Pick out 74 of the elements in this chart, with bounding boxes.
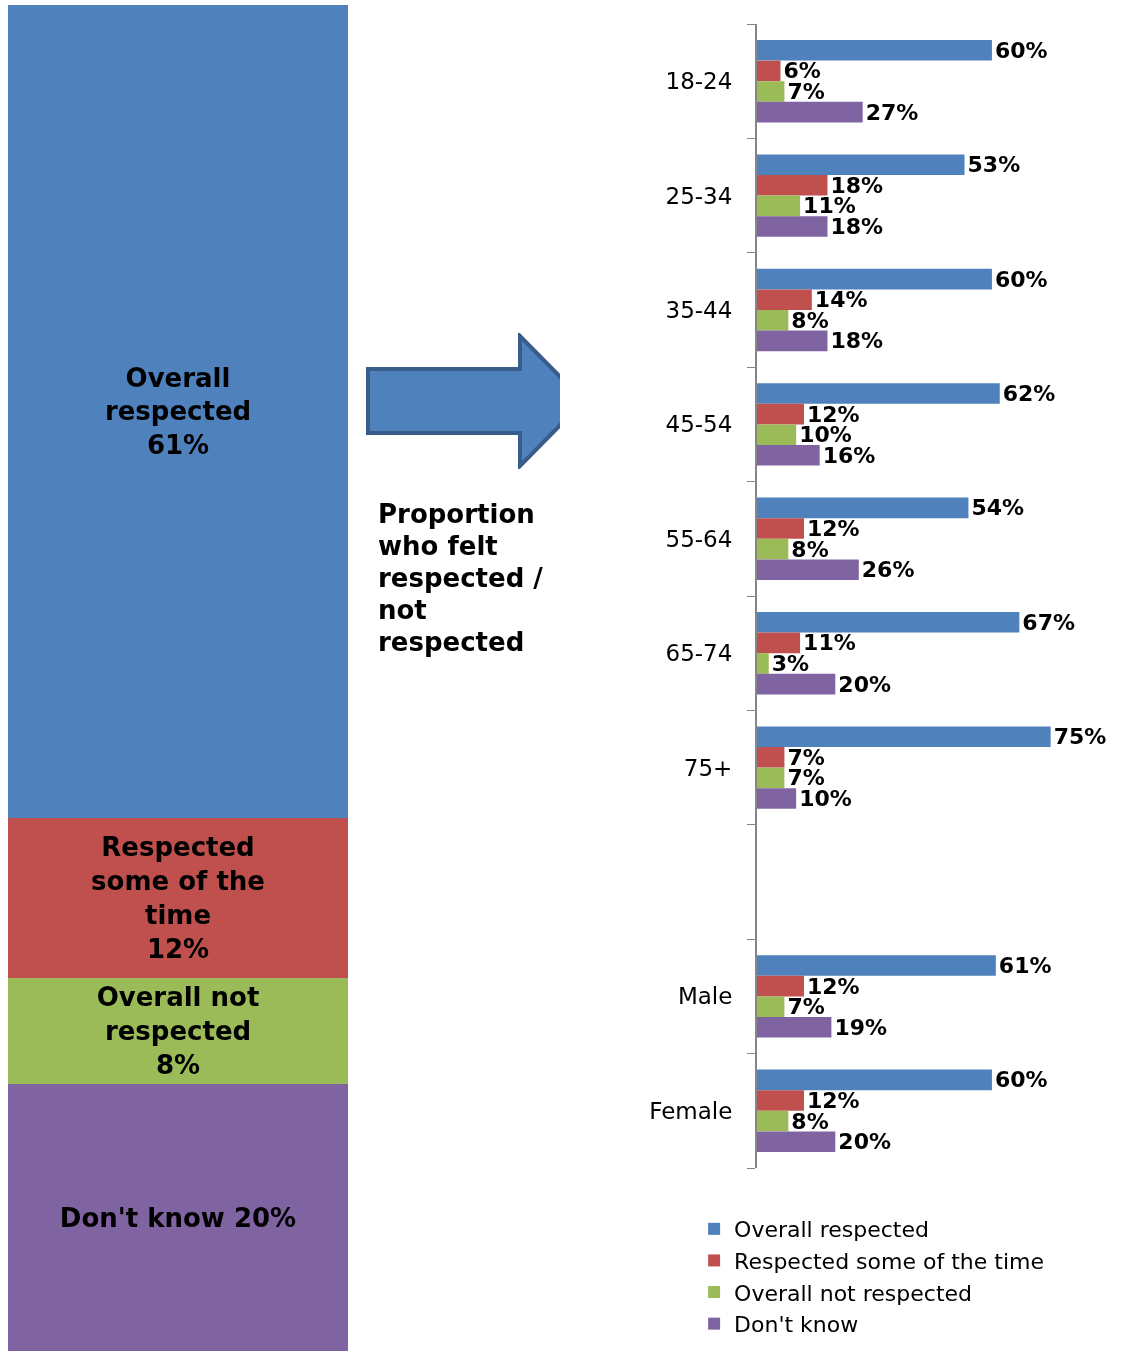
bar [757,330,828,352]
bar [757,996,785,1017]
bar [757,403,804,425]
data-label: 54% [971,495,1025,521]
y-tick-label: Female [649,1097,733,1124]
bar [757,747,785,768]
bar [757,101,863,123]
bar [757,383,1000,404]
data-label: 62% [1002,381,1056,407]
data-label: 18% [830,328,884,354]
bar [757,975,804,997]
bar [8,1084,348,1351]
series-label: Respected some of the time [91,832,265,930]
data-label: 75% [1053,724,1107,750]
y-tick-label: 25-34 [665,182,733,209]
series-label: Overall not respected [96,982,260,1047]
bar [757,1110,789,1132]
data-label: 27% [865,99,919,125]
bar [757,424,797,445]
y-tick-label: 65-74 [665,640,733,667]
bar [757,673,836,695]
bar [757,497,969,519]
bar [757,767,785,789]
legend-label: Don't know [734,1312,859,1338]
data-label: 20% [838,671,891,697]
data-label: 19% [834,1014,888,1040]
y-tick-label: 35-44 [665,297,733,324]
bar [757,154,965,176]
bar [757,175,828,196]
bar [757,195,801,217]
bar [757,310,789,331]
bar [757,40,992,61]
text: Proportion who felt respected / not respected [378,498,544,658]
bar [757,518,804,539]
bar [757,1016,832,1038]
bar [757,955,996,976]
legend-label: Respected some of the time [734,1249,1044,1275]
data-label: 60% [994,37,1048,63]
bar [757,788,797,809]
bar [757,612,1020,633]
bar [757,444,820,466]
legend-label: Overall respected [734,1217,930,1243]
bar [757,60,781,82]
data-label: 26% [861,557,915,583]
bar [757,632,801,654]
bar [757,81,785,102]
data-label: 53% [967,152,1021,178]
bar [757,1131,836,1152]
bar [757,653,769,674]
data-label: 61% [998,953,1052,979]
bar [757,216,828,237]
data-label: 60% [994,1067,1048,1093]
y-tick-label: 75+ [683,754,733,781]
y-tick-label: Male [677,983,733,1010]
bar [757,289,812,310]
legend-label: Overall not respected [734,1280,973,1306]
bar [757,726,1051,748]
bar [757,559,859,580]
data-label: 67% [1022,609,1075,635]
text: Don't know 20% [59,1202,297,1233]
data-label: 20% [838,1129,891,1155]
bar [757,538,789,560]
y-tick-label: 55-64 [665,525,733,552]
bar [757,268,992,290]
bar [8,817,348,978]
y-tick-label: 18-24 [665,68,733,95]
series-label: Overall respected [104,362,252,427]
bar [757,1069,992,1091]
data-label: 60% [994,266,1048,292]
data-label: 12% [146,933,210,964]
y-tick-label: 45-54 [665,411,733,438]
data-label: 8% [155,1049,201,1080]
bar [757,1090,804,1111]
data-label: 61% [146,430,210,461]
